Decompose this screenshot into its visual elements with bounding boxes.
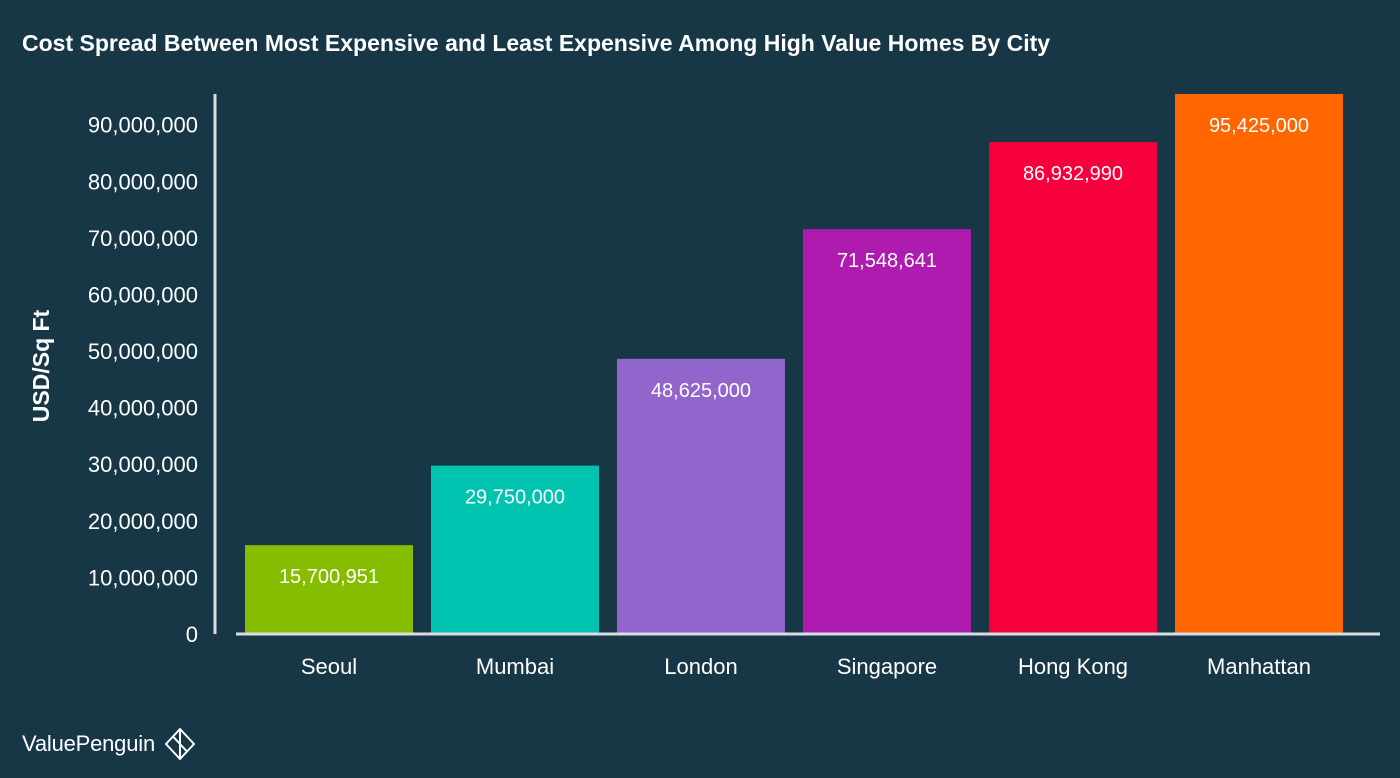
x-tick-label: Manhattan	[1207, 654, 1311, 679]
y-tick-label: 10,000,000	[88, 565, 198, 590]
data-label: 29,750,000	[465, 487, 565, 509]
x-tick-label: London	[664, 654, 737, 679]
x-tick-label: Singapore	[837, 654, 937, 679]
bar	[431, 465, 599, 633]
data-label: 15,700,951	[279, 566, 379, 588]
y-tick-label: 40,000,000	[88, 396, 198, 421]
brand-logo: ValuePenguin	[22, 727, 197, 761]
bar	[245, 545, 413, 633]
y-tick-label: 60,000,000	[88, 282, 198, 307]
brand-name: ValuePenguin	[22, 731, 155, 756]
bar	[989, 142, 1157, 633]
x-tick-label: Mumbai	[476, 654, 554, 679]
y-tick-label: 80,000,000	[88, 169, 198, 194]
data-label: 71,548,641	[837, 250, 937, 272]
y-tick-label: 30,000,000	[88, 452, 198, 477]
chart-title: Cost Spread Between Most Expensive and L…	[22, 30, 1051, 56]
x-tick-label: Seoul	[301, 654, 357, 679]
data-label: 86,932,990	[1023, 163, 1123, 185]
y-tick-label: 20,000,000	[88, 509, 198, 534]
y-tick-label: 50,000,000	[88, 339, 198, 364]
y-tick-label: 90,000,000	[88, 113, 198, 138]
bar	[803, 229, 971, 633]
bar	[1175, 94, 1343, 633]
y-tick-label: 0	[186, 622, 198, 647]
data-label: 48,625,000	[651, 380, 751, 402]
y-tick-label: 70,000,000	[88, 226, 198, 251]
x-tick-label: Hong Kong	[1018, 654, 1128, 679]
bar	[617, 358, 785, 633]
y-axis-label: USD/Sq Ft	[28, 309, 54, 422]
penguin-logo-icon	[164, 728, 195, 760]
data-label: 95,425,000	[1209, 115, 1309, 137]
